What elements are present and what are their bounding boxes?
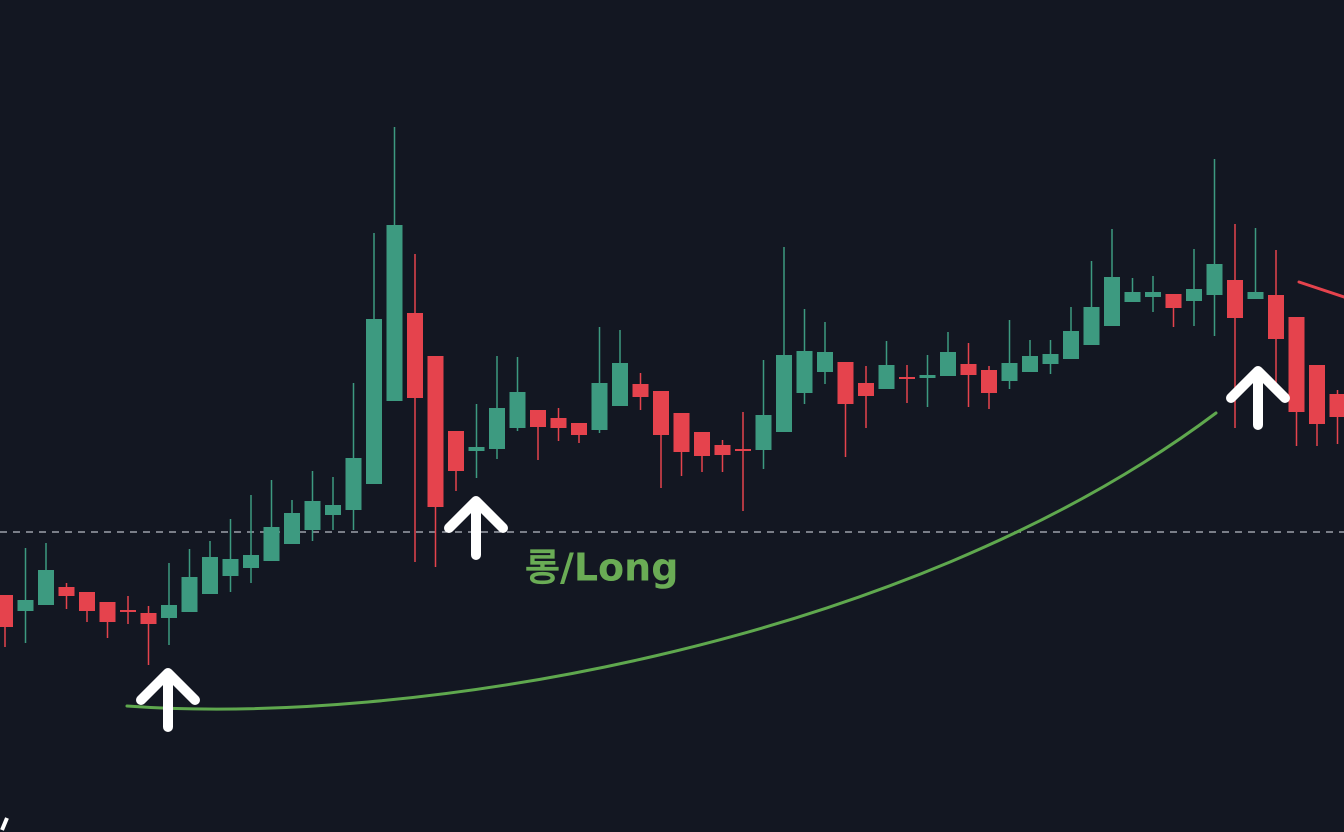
candle-body: [612, 363, 628, 406]
candle-body: [161, 605, 177, 618]
candle-body: [1227, 280, 1243, 318]
annotation: 롱/Long: [525, 546, 678, 590]
candle-body: [591, 383, 608, 430]
candle-body: [530, 410, 546, 427]
candle-body: [858, 383, 874, 396]
candle-body: [386, 225, 403, 401]
candle-body: [325, 505, 341, 515]
candle-body: [79, 592, 95, 611]
candle-body: [202, 557, 218, 594]
candle-body: [714, 445, 731, 455]
candle-body: [1329, 394, 1344, 417]
candle-body: [796, 351, 813, 393]
candle-body: [1042, 354, 1059, 364]
candle-body: [38, 570, 54, 605]
candle-body: [0, 595, 13, 627]
candle-body: [1083, 307, 1100, 345]
candle-body: [960, 364, 977, 375]
candle-body: [1186, 289, 1202, 301]
candle-body: [99, 602, 116, 622]
candle-body: [509, 392, 526, 428]
candle-body: [1268, 295, 1284, 339]
candle-body: [427, 356, 444, 507]
candle-body: [653, 391, 669, 435]
candle-body: [673, 413, 690, 452]
candle-body: [1145, 292, 1161, 297]
candle-body: [1022, 356, 1038, 372]
candle-body: [755, 415, 772, 450]
candle-body: [181, 577, 198, 612]
candle-body: [284, 513, 300, 544]
candle-body: [468, 447, 485, 451]
arrows: [136, 366, 1290, 732]
curve: [125, 411, 1218, 711]
arrow: [444, 496, 508, 560]
candle-body: [571, 423, 587, 435]
candle-body: [632, 384, 649, 397]
candles: [0, 127, 1344, 665]
candle-body: [17, 600, 34, 611]
candle-body: [694, 432, 710, 456]
candle-body: [1288, 317, 1305, 412]
candle-body: [222, 559, 239, 576]
candle-body: [550, 418, 567, 428]
trend-line: [1297, 280, 1344, 299]
candle-body: [1247, 292, 1264, 299]
candle-body: [448, 431, 464, 471]
candle-body: [899, 377, 915, 379]
arrow: [1226, 366, 1290, 430]
candle-body: [1124, 292, 1141, 302]
candle-body: [735, 449, 751, 451]
candle-body: [304, 501, 321, 530]
candle-body: [919, 375, 936, 378]
candle-body: [489, 408, 505, 449]
candle-body: [1309, 365, 1325, 424]
candle-body: [776, 355, 792, 432]
candle-body: [120, 610, 136, 612]
candle-body: [940, 352, 956, 376]
candle-body: [1165, 294, 1182, 308]
candle-body: [981, 370, 997, 393]
arrow: [136, 668, 200, 732]
candle-body: [1063, 331, 1079, 359]
candle-body: [140, 613, 157, 624]
candle-body: [1206, 264, 1223, 295]
candle-body: [243, 555, 259, 568]
candle-body: [1001, 363, 1018, 381]
candle-body: [837, 362, 854, 404]
candle-body: [263, 527, 280, 561]
candle-body: [817, 352, 833, 372]
candle-body: [407, 313, 423, 398]
candle-body: [878, 365, 895, 389]
candle-body: [366, 319, 382, 484]
candle-body: [1104, 277, 1120, 326]
candle-body: [58, 587, 75, 596]
edge-mark: [0, 817, 9, 831]
candle-body: [345, 458, 362, 510]
